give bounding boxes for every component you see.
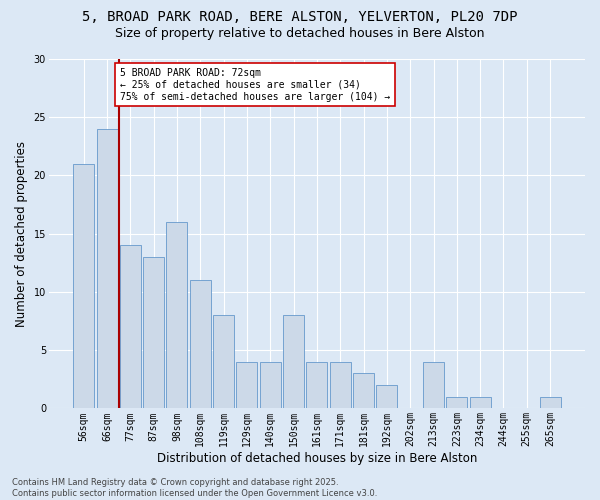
Bar bbox=[330, 362, 351, 408]
X-axis label: Distribution of detached houses by size in Bere Alston: Distribution of detached houses by size … bbox=[157, 452, 477, 465]
Text: Size of property relative to detached houses in Bere Alston: Size of property relative to detached ho… bbox=[115, 28, 485, 40]
Bar bbox=[73, 164, 94, 408]
Bar bbox=[213, 315, 234, 408]
Bar bbox=[283, 315, 304, 408]
Text: 5, BROAD PARK ROAD, BERE ALSTON, YELVERTON, PL20 7DP: 5, BROAD PARK ROAD, BERE ALSTON, YELVERT… bbox=[82, 10, 518, 24]
Text: Contains HM Land Registry data © Crown copyright and database right 2025.
Contai: Contains HM Land Registry data © Crown c… bbox=[12, 478, 377, 498]
Bar bbox=[166, 222, 187, 408]
Text: 5 BROAD PARK ROAD: 72sqm
← 25% of detached houses are smaller (34)
75% of semi-d: 5 BROAD PARK ROAD: 72sqm ← 25% of detach… bbox=[120, 68, 390, 102]
Bar bbox=[143, 257, 164, 408]
Bar bbox=[236, 362, 257, 408]
Y-axis label: Number of detached properties: Number of detached properties bbox=[15, 140, 28, 326]
Bar bbox=[120, 246, 141, 408]
Bar bbox=[470, 397, 491, 408]
Bar bbox=[307, 362, 328, 408]
Bar bbox=[423, 362, 444, 408]
Bar bbox=[97, 129, 118, 408]
Bar bbox=[190, 280, 211, 408]
Bar bbox=[446, 397, 467, 408]
Bar bbox=[539, 397, 560, 408]
Bar bbox=[376, 385, 397, 408]
Bar bbox=[353, 374, 374, 408]
Bar bbox=[260, 362, 281, 408]
